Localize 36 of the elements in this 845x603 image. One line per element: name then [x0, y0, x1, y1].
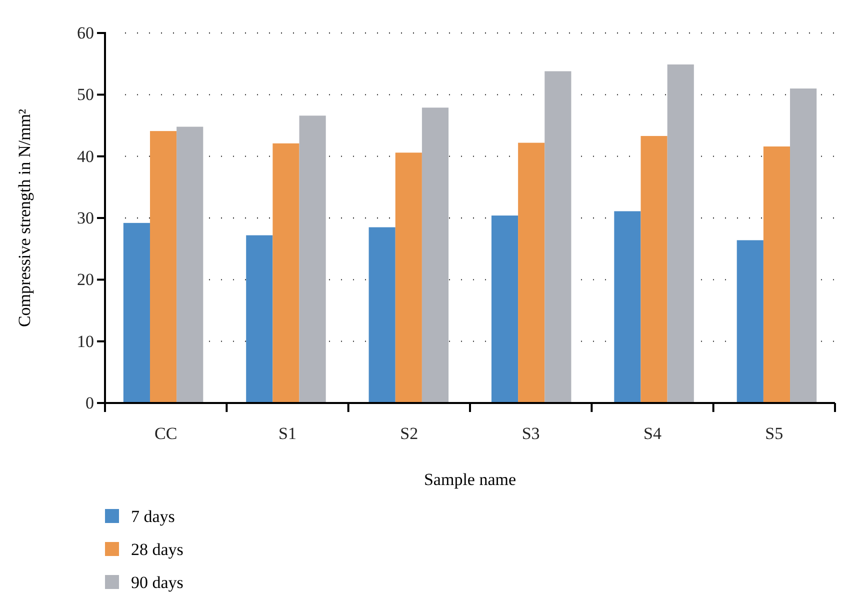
x-tick-label: S1	[278, 424, 296, 444]
legend-label: 7 days	[131, 507, 175, 526]
legend-label: 90 days	[131, 573, 184, 592]
y-tick-label: 60	[77, 23, 94, 42]
y-axis-title: Compressive strength in N/mm²	[15, 108, 34, 328]
bar	[395, 152, 422, 403]
x-axis-title: Sample name	[424, 470, 516, 489]
x-tick-label: S2	[400, 424, 418, 444]
bar	[246, 235, 273, 403]
bar	[518, 142, 545, 403]
bar	[640, 136, 668, 403]
bar	[123, 222, 150, 403]
bar	[272, 143, 300, 403]
x-tick-label: S5	[765, 424, 784, 444]
bar	[299, 116, 326, 403]
legend-label: 28 days	[131, 540, 184, 559]
bar	[736, 240, 764, 403]
bar	[491, 216, 518, 403]
bar	[790, 88, 817, 403]
y-tick-label: 50	[77, 85, 94, 104]
bar	[763, 146, 790, 403]
x-tick-label: CC	[154, 424, 178, 444]
bar	[544, 71, 572, 403]
x-tick-label: S4	[644, 424, 662, 444]
bar	[422, 108, 449, 403]
x-tick-label: S3	[522, 424, 540, 444]
y-tick-label: 0	[86, 393, 94, 412]
y-tick-label: 40	[77, 146, 94, 166]
bar	[368, 227, 396, 403]
bar	[176, 126, 204, 403]
y-tick-label: 30	[77, 208, 94, 228]
bar	[150, 131, 177, 403]
bar	[667, 64, 694, 403]
y-tick-label: 20	[77, 270, 94, 290]
y-tick-label: 10	[77, 332, 94, 351]
bar	[614, 211, 641, 403]
